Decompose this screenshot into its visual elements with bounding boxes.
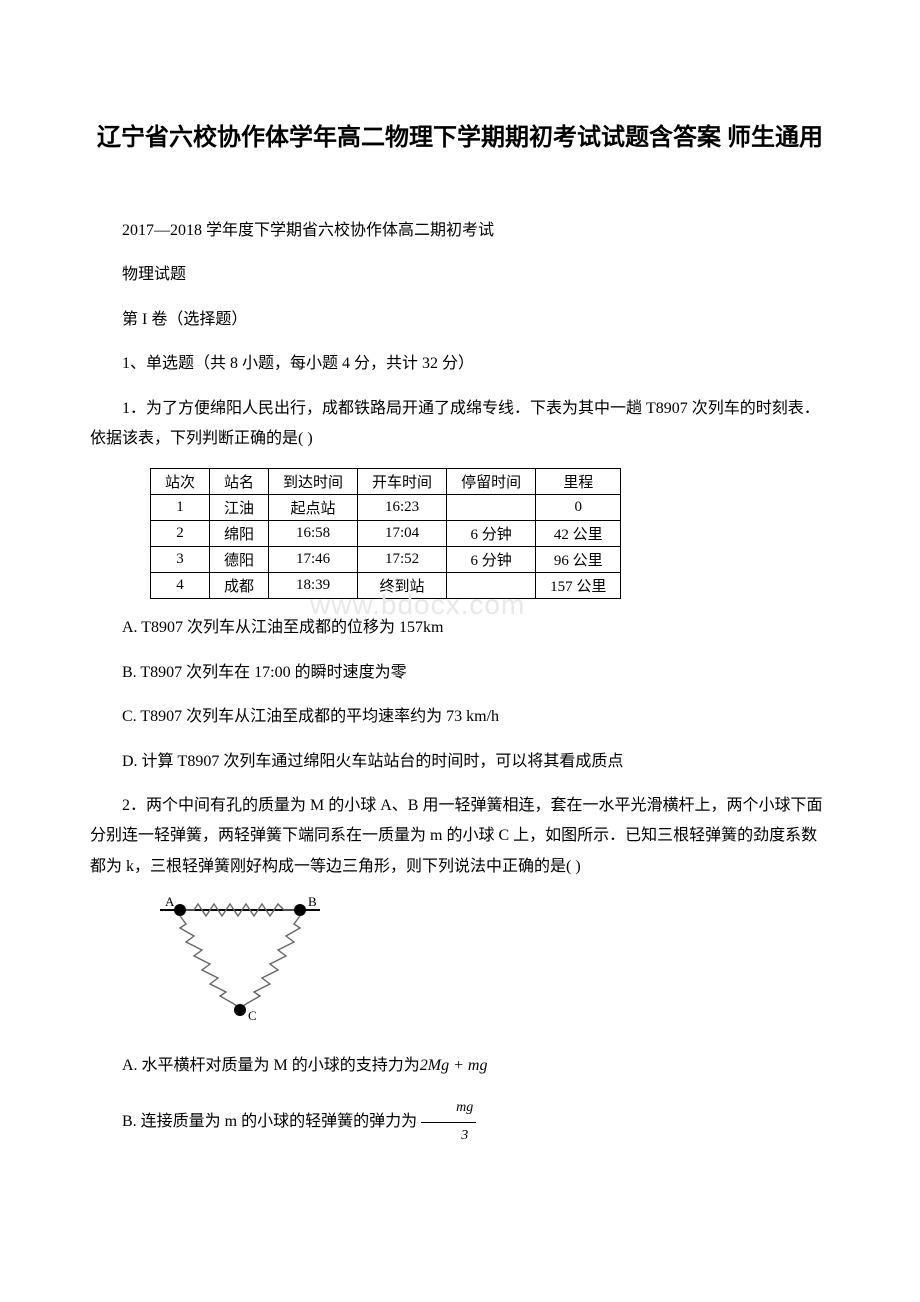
col-distance: 里程 xyxy=(536,469,621,495)
timetable: 站次 站名 到达时间 开车时间 停留时间 里程 1 江油 起点站 16:23 0… xyxy=(150,468,621,599)
col-arrival: 到达时间 xyxy=(269,469,358,495)
col-station-name: 站名 xyxy=(210,469,269,495)
q2-option-a: A. 水平横杆对质量为 M 的小球的支持力为2Mg + mg xyxy=(90,1051,830,1081)
col-station-num: 站次 xyxy=(151,469,210,495)
q2-option-b: B. 连接质量为 m 的小球的轻弹簧的弹力为 mg 3 xyxy=(90,1095,830,1149)
intro-year: 2017—2018 学年度下学期省六校协作体高二期初考试 xyxy=(90,216,830,246)
intro-instruction: 1、单选题（共 8 小题，每小题 4 分，共计 32 分） xyxy=(90,349,830,379)
col-stop: 停留时间 xyxy=(447,469,536,495)
label-b: B xyxy=(308,896,317,909)
label-a: A xyxy=(165,896,175,909)
table-row: 1 江油 起点站 16:23 0 xyxy=(151,495,621,521)
q1-option-c: C. T8907 次列车从江油至成都的平均速率约为 73 km/h xyxy=(90,702,830,732)
table-row: 4 成都 18:39 终到站 157 公里 xyxy=(151,573,621,599)
label-c: C xyxy=(248,1008,257,1023)
col-departure: 开车时间 xyxy=(358,469,447,495)
intro-subject: 物理试题 xyxy=(90,260,830,290)
fraction: mg 3 xyxy=(421,1095,476,1149)
spring-triangle-diagram: A B C xyxy=(150,896,830,1031)
table-row: 3 德阳 17:46 17:52 6 分钟 96 公里 xyxy=(151,547,621,573)
intro-section: 第 I 卷（选择题） xyxy=(90,305,830,335)
table-row: 2 绵阳 16:58 17:04 6 分钟 42 公里 xyxy=(151,521,621,547)
question-2-text: 2．两个中间有孔的质量为 M 的小球 A、B 用一轻弹簧相连，套在一水平光滑横杆… xyxy=(90,791,830,882)
q1-option-b: B. T8907 次列车在 17:00 的瞬时速度为零 xyxy=(90,658,830,688)
q1-option-a: A. T8907 次列车从江油至成都的位移为 157km xyxy=(90,613,830,643)
table-header-row: 站次 站名 到达时间 开车时间 停留时间 里程 xyxy=(151,469,621,495)
q1-option-d: D. 计算 T8907 次列车通过绵阳火车站站台的时间时，可以将其看成质点 xyxy=(90,747,830,777)
question-1-text: 1．为了方便绵阳人民出行，成都铁路局开通了成绵专线．下表为其中一趟 T8907 … xyxy=(90,394,830,455)
page-title: 辽宁省六校协作体学年高二物理下学期期初考试试题含答案 师生通用 xyxy=(90,120,830,156)
